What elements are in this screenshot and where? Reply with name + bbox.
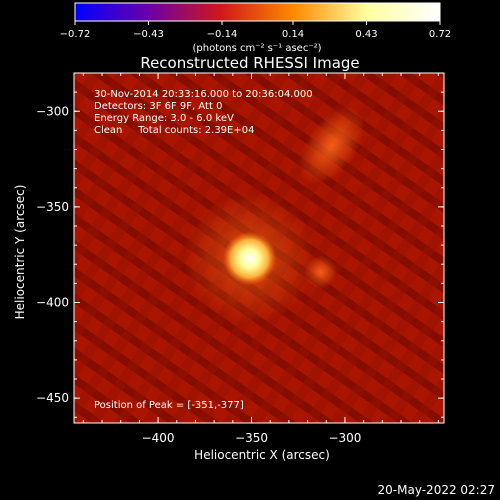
energy-range-label: Energy Range: 3.0 - 6.0 keV (94, 113, 234, 124)
plot-frame (73, 72, 445, 424)
chart-title: Reconstructed RHESSI Image (140, 54, 359, 72)
colorbar-tick-label: −0.72 (60, 29, 91, 40)
time-range-label: 30-Nov-2014 20:33:16.000 to 20:36:04.000 (94, 89, 313, 100)
y-axis-label: Heliocentric Y (arcsec) (13, 185, 27, 320)
y-tick-label: −350 (36, 200, 69, 214)
sources-layer (183, 106, 365, 325)
peak-source (222, 231, 277, 286)
x-tick-label: −400 (142, 431, 175, 445)
colorbar: −0.72 −0.43 −0.14 0.14 0.43 0.72 (photons cm⁻… (60, 2, 451, 54)
colorbar-tick-label: 0.14 (282, 29, 304, 40)
colorbar-swatch (74, 2, 441, 22)
peak-position-label: Position of Peak = [-351,-377] (94, 400, 244, 411)
secondary-source (304, 255, 338, 289)
colorbar-ticks: −0.72 −0.43 −0.14 0.14 0.43 0.72 (60, 21, 451, 40)
colorbar-tick-label: 0.43 (355, 29, 377, 40)
plot-image (74, 73, 444, 423)
colorbar-tick-label: 0.72 (429, 29, 451, 40)
colorbar-units: (photons cm⁻² s⁻¹ asec⁻²) (192, 43, 321, 54)
secondary-source (299, 106, 365, 185)
info-block: 30-Nov-2014 20:33:16.000 to 20:36:04.000… (94, 89, 313, 136)
colorbar-tick-label: −0.43 (133, 29, 164, 40)
colorbar-tick-label: −0.14 (207, 29, 238, 40)
x-tick-label: −300 (328, 431, 361, 445)
clean-counts-label: Clean Total counts: 2.39E+04 (94, 125, 254, 136)
y-tick-label: −450 (36, 391, 69, 405)
timestamp-label: 20-May-2022 02:27 (378, 483, 495, 497)
y-tick-label: −300 (36, 104, 69, 118)
detectors-label: Detectors: 3F 6F 9F, Att 0 (94, 101, 222, 112)
y-axis-ticks: −300 −350 −400 −450 (36, 72, 444, 418)
y-tick-label: −400 (36, 296, 69, 310)
x-axis-ticks: −400 −350 −300 (82, 73, 439, 445)
x-axis-label: Heliocentric X (arcsec) (194, 448, 330, 462)
x-tick-label: −350 (235, 431, 268, 445)
